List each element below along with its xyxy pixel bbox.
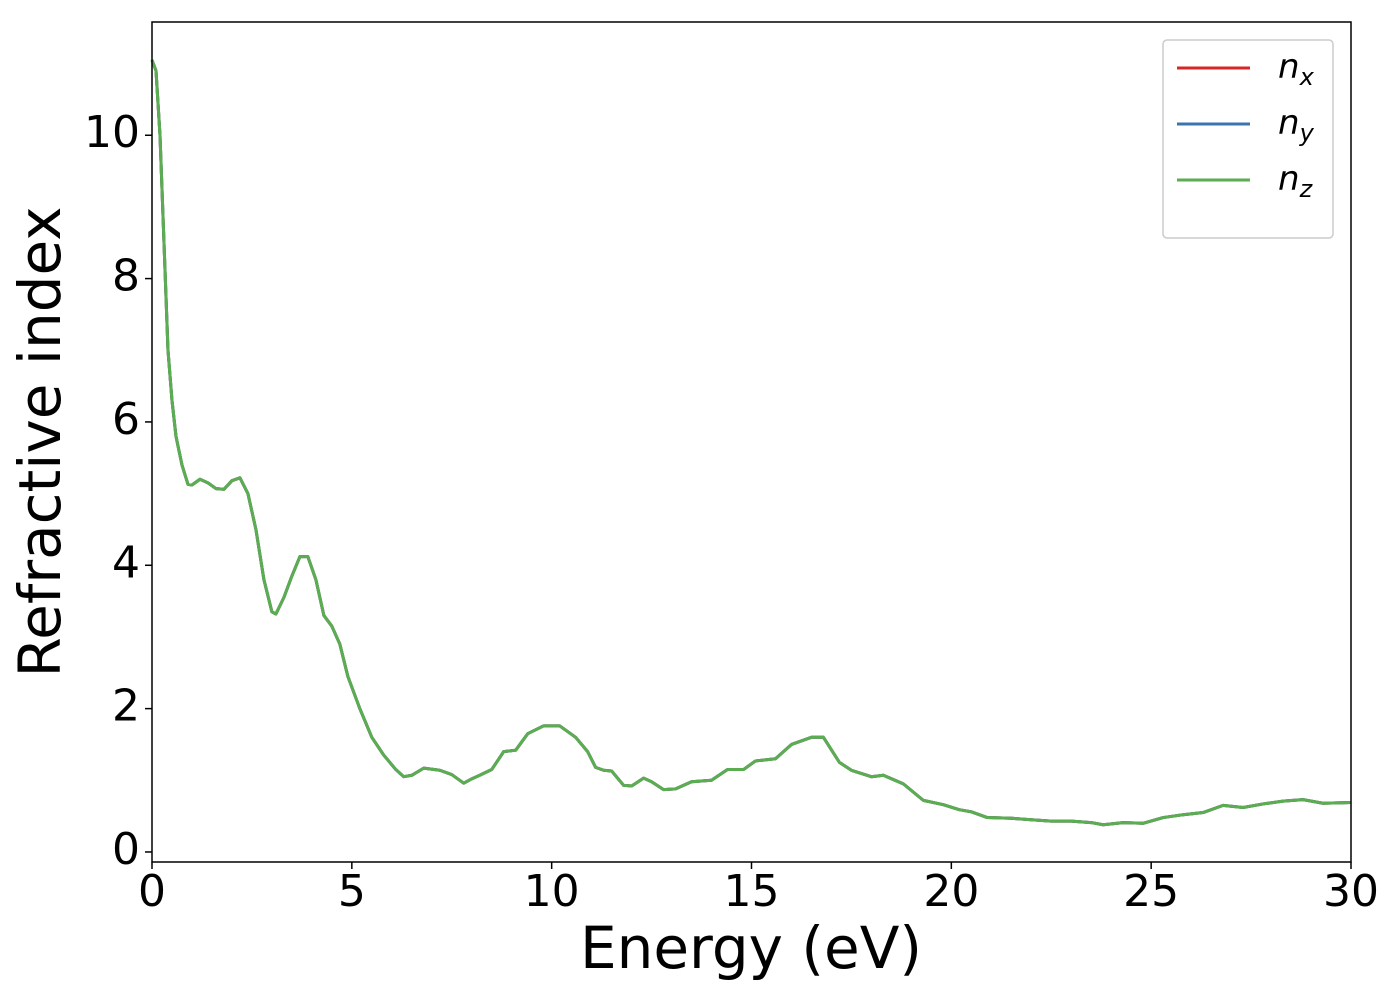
legend-label: ny: [1278, 103, 1315, 148]
y-tick-label: 10: [84, 107, 140, 158]
legend-label: nz: [1278, 159, 1314, 204]
x-tick-label: 30: [1323, 866, 1379, 917]
x-axis-label: Energy (eV): [580, 914, 922, 982]
plot-frame: [151, 21, 1352, 863]
y-tick-label: 2: [112, 681, 140, 732]
x-tick-label: 15: [724, 866, 780, 917]
legend-label: nx: [1278, 47, 1315, 92]
x-tick-label: 0: [138, 866, 166, 917]
y-tick-label: 8: [112, 251, 140, 302]
x-tick-label: 20: [923, 866, 979, 917]
series-line: [150, 59, 1352, 827]
y-tick-label: 4: [112, 537, 140, 588]
x-tick-label: 5: [338, 866, 366, 917]
x-tick-label: 25: [1123, 866, 1179, 917]
y-tick-label: 0: [112, 824, 140, 875]
x-tick-label: 10: [524, 866, 580, 917]
legend-box: [1162, 39, 1334, 239]
y-axis-label: Refractive index: [6, 206, 74, 677]
y-tick-label: 6: [112, 394, 140, 445]
